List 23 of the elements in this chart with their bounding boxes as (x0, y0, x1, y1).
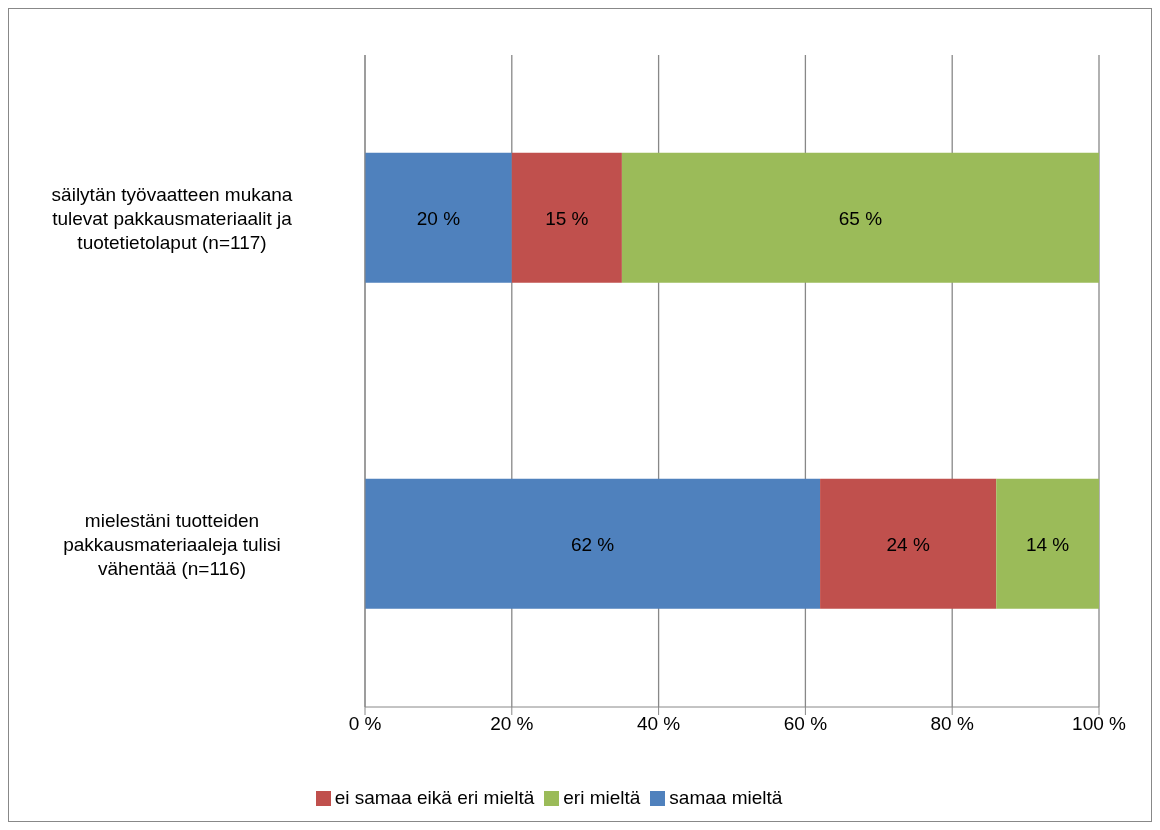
legend-label: eri mieltä (563, 787, 641, 808)
x-tick-label: 80 % (930, 713, 974, 735)
bar (511, 152, 622, 283)
data-label: 20 % (416, 207, 461, 229)
bar (621, 152, 1099, 283)
data-label: 65 % (838, 207, 883, 229)
data-label: 14 % (1025, 533, 1070, 555)
data-label: 24 % (886, 533, 930, 555)
bar (365, 478, 821, 609)
legend-label: samaa mieltä (669, 787, 783, 808)
bar (996, 478, 1099, 609)
x-tick-label: 60 % (783, 713, 828, 735)
y-tick-label: säilytän työvaatteen mukana tulevat pakkausmateriaalit ja tuotetietolaput (n=117) (51, 183, 293, 253)
x-tick-label: 0 % (348, 713, 382, 735)
bar (820, 478, 997, 609)
x-tick-label: 100 % (1072, 713, 1127, 735)
x-tick-label: 40 % (636, 713, 681, 735)
data-label: 15 % (545, 207, 589, 229)
bar (365, 152, 512, 283)
legend-label: ei samaa eikä eri mieltä (334, 787, 535, 808)
y-tick-label: mielestäni tuotteiden pakkausmateriaaleja tulisi vähentää (n=116) (63, 509, 281, 579)
data-label: 62 % (570, 533, 615, 555)
x-tick-label: 20 % (490, 713, 534, 735)
